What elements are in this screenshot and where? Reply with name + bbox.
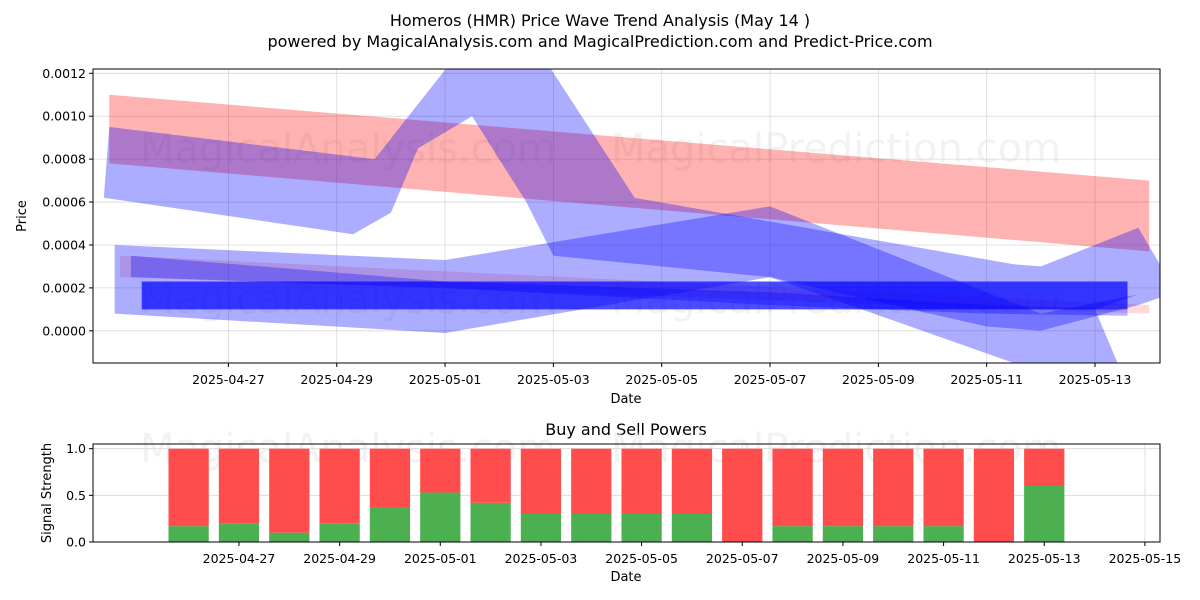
buy-sell-x-tick-3: 2025-05-03 [505, 551, 578, 566]
sell-bar-12 [772, 448, 813, 527]
price-x-tick-2: 2025-05-01 [409, 372, 482, 387]
buy-sell-y-tick-2: 1.0 [66, 441, 86, 456]
buy-bar-8 [571, 514, 612, 542]
buy-sell-x-tick-8: 2025-05-13 [1008, 551, 1081, 566]
watermark-analysis-top: MagicalAnalysis.com [140, 126, 556, 172]
buy-sell-y-tick-0: 0.0 [66, 535, 86, 550]
buy-bar-0 [168, 526, 209, 542]
price-y-axis: 0.0000 0.0002 0.0004 0.0006 0.0008 0.0010 0.00… [42, 66, 93, 338]
price-chart-frame [92, 68, 1161, 364]
price-y-tick-6: 0.0012 [42, 66, 86, 81]
sell-bar-1 [218, 448, 260, 524]
price-y-tick-2: 0.0004 [42, 237, 86, 252]
buy-sell-frame [92, 443, 1161, 543]
buy-bar-5 [420, 492, 461, 542]
buy-sell-x-tick-0: 2025-04-27 [203, 551, 276, 566]
buy-bar-12 [772, 526, 813, 542]
sell-bar-7 [520, 448, 562, 514]
price-y-tick-0: 0.0000 [42, 323, 86, 338]
price-y-tick-1: 0.0002 [42, 280, 86, 295]
price-x-tick-1: 2025-04-29 [300, 372, 373, 387]
price-x-tick-6: 2025-05-09 [842, 372, 915, 387]
buy-bar-7 [520, 514, 562, 542]
buy-sell-x-axis: 2025-04-27 2025-04-29 2025-05-01 2025-05-03… [203, 542, 1182, 566]
buy-bar-1 [218, 523, 260, 542]
price-x-axis: 2025-04-27 2025-04-29 2025-05-01 2025-05-03… [192, 363, 1131, 387]
chart-subtitle: powered by MagicalAnalysis.com and Magic… [267, 32, 932, 51]
price-y-tick-3: 0.0006 [42, 195, 86, 210]
chart-title: Homeros (HMR) Price Wave Trend Analysis … [390, 11, 810, 30]
price-y-tick-5: 0.0010 [42, 109, 86, 124]
buy-sell-x-tick-1: 2025-04-29 [303, 551, 376, 566]
price-y-tick-4: 0.0008 [42, 152, 86, 167]
sell-bar-5 [420, 448, 461, 493]
price-x-tick-3: 2025-05-03 [517, 372, 590, 387]
buy-sell-bars [168, 448, 1065, 542]
price-x-axis-label: Date [610, 392, 641, 407]
price-x-tick-5: 2025-05-07 [734, 372, 807, 387]
sell-bar-2 [269, 448, 310, 533]
price-y-axis-label: Price [15, 200, 30, 232]
sell-bar-16 [973, 448, 1015, 542]
buy-sell-chart: Buy and Sell Powers MagicalAnalysis.com … [40, 420, 1181, 585]
buy-sell-title: Buy and Sell Powers [545, 420, 707, 439]
buy-bar-2 [269, 532, 310, 542]
sell-bar-10 [671, 448, 713, 514]
sell-bar-9 [621, 448, 662, 514]
sell-bar-14 [873, 448, 914, 527]
price-wave-chart: MagicalAnalysis.com MagicalPrediction.co… [15, 66, 1161, 407]
buy-bar-14 [873, 526, 914, 542]
buy-bar-6 [470, 502, 511, 542]
sell-bar-17 [1024, 448, 1065, 486]
sell-bar-11 [722, 448, 763, 542]
watermark-prediction-top: MagicalPrediction.com [611, 126, 1061, 172]
sell-bar-8 [571, 448, 612, 514]
price-x-tick-0: 2025-04-27 [192, 372, 265, 387]
buy-bar-3 [319, 523, 360, 542]
price-band-5 [141, 281, 1128, 310]
sell-bar-4 [369, 448, 411, 508]
sell-bar-0 [168, 448, 209, 527]
sell-bar-3 [319, 448, 360, 524]
price-band-2 [103, 69, 1160, 331]
buy-sell-x-tick-9: 2025-05-15 [1109, 551, 1182, 566]
price-x-tick-7: 2025-05-11 [950, 372, 1023, 387]
buy-sell-x-tick-2: 2025-05-01 [404, 551, 477, 566]
buy-bar-10 [671, 514, 713, 542]
buy-bar-13 [822, 526, 864, 542]
buy-bar-17 [1024, 486, 1065, 542]
buy-bar-15 [923, 526, 964, 542]
buy-sell-x-tick-7: 2025-05-11 [907, 551, 980, 566]
buy-sell-y-axis: 0.0 0.5 1.0 [66, 441, 93, 550]
price-bands [103, 69, 1160, 363]
price-band-0 [109, 94, 1150, 252]
sell-bar-13 [822, 448, 864, 527]
price-x-tick-4: 2025-05-05 [625, 372, 698, 387]
buy-sell-y-axis-label: Signal Strength [40, 443, 55, 543]
price-x-tick-8: 2025-05-13 [1059, 372, 1132, 387]
buy-sell-x-tick-6: 2025-05-09 [807, 551, 880, 566]
buy-sell-x-axis-label: Date [610, 570, 641, 585]
buy-sell-y-tick-1: 0.5 [66, 488, 86, 503]
buy-bar-9 [621, 514, 662, 542]
buy-bar-4 [369, 507, 411, 542]
buy-sell-x-tick-4: 2025-05-05 [605, 551, 678, 566]
sell-bar-15 [923, 448, 964, 527]
buy-sell-x-tick-5: 2025-05-07 [706, 551, 779, 566]
sell-bar-6 [470, 448, 511, 503]
